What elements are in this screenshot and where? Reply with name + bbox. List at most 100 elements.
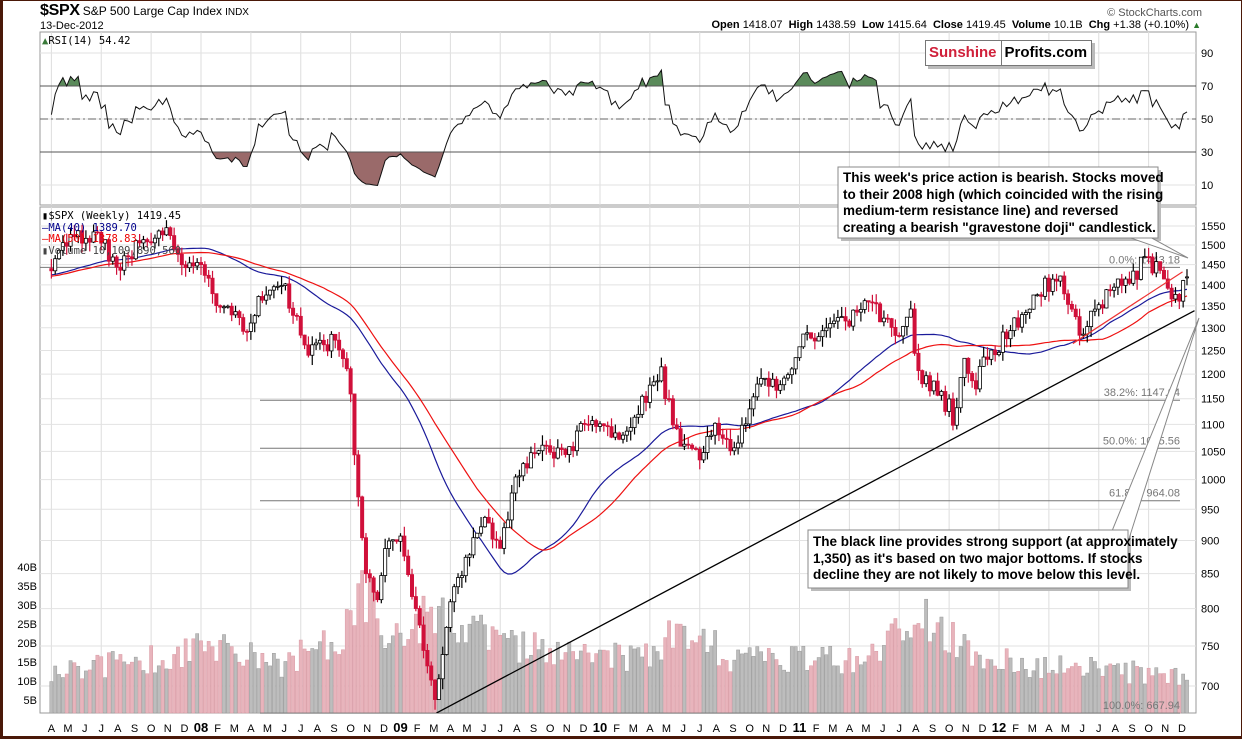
volume-bar [390,635,395,714]
candle-body [1050,278,1055,292]
candle [590,415,595,432]
x-axis-label: A [314,723,322,735]
candle-body [958,377,963,409]
price-tick-label: 950 [1201,504,1219,516]
candle [1169,283,1174,307]
candle [609,418,614,439]
price-tick-label: 1400 [1201,280,1225,292]
candle [126,252,131,267]
candle [528,446,533,469]
volume-bar [747,647,752,714]
volume-bar [233,653,238,714]
candle-body [617,432,622,440]
candle-body [248,322,253,332]
low-label: Low [861,19,884,31]
candle [206,269,211,287]
candle-body [878,303,883,323]
candle [947,394,952,417]
candle-body [1035,294,1040,297]
volume-bar [61,677,65,714]
candle-body [398,535,403,542]
x-axis-label: 09 [393,720,407,735]
x-axis-label: O [1144,723,1153,735]
candle [195,258,200,271]
candle-body [598,423,603,427]
volume-bar [605,650,610,714]
x-axis-label: F [613,723,620,735]
candle [1016,310,1021,331]
candle [759,368,764,387]
x-axis-label: D [779,723,787,735]
candle-body [1135,270,1140,280]
candle [440,646,445,690]
candle [582,419,587,432]
candle [732,441,737,456]
candle-body [755,383,760,398]
candle-body [260,296,265,301]
candle [736,435,741,455]
candle-body [214,293,219,307]
x-axis-label: M [1028,723,1037,735]
volume-bar [145,673,150,714]
volume-bar [862,661,867,714]
price-tick-label: 1250 [1201,345,1225,357]
candle-body [1119,278,1124,286]
volume-bar [1181,673,1186,714]
candle-body [774,378,779,391]
candle [53,255,58,275]
candle-body [129,256,134,260]
volume-bar [655,651,660,714]
candle-body [1039,294,1044,297]
volume-bar [195,633,200,714]
volume-bar [133,656,138,714]
volume-bar [839,673,844,714]
volume-bar [671,647,675,714]
candle [559,443,564,456]
open-label: Open [711,19,740,31]
rsi-line [50,68,1188,187]
candle [636,405,641,424]
volume-bar [540,639,545,714]
candle [429,661,434,686]
volume-bar [609,667,614,714]
candle-body [985,356,990,360]
candle-body [402,535,407,557]
fib-label: 38.2%: 1147.04 [1104,387,1180,399]
candle-body [229,305,234,316]
volume-bar [199,640,203,714]
candle-body [198,262,203,265]
volume-bar [648,666,652,714]
candle [513,474,518,501]
volume-bar [659,659,664,714]
candle [479,516,484,537]
rsi-tick-label: 70 [1201,81,1213,93]
candle-body [383,548,388,576]
volume-bar [84,670,88,714]
candle-body [87,237,92,243]
volume-bar [598,649,602,714]
volume-bar [555,641,560,714]
candle-body [632,416,637,428]
candle-body [1161,269,1166,280]
candle-body [739,424,744,444]
candle-body [1016,317,1021,328]
volume-bar [694,642,698,714]
x-axis-label: J [1079,723,1085,735]
candle [1173,287,1178,303]
candle [386,537,391,557]
volume-bar [682,625,687,714]
candle [931,380,936,395]
x-axis-label: J [481,723,487,735]
volume-bar [613,642,618,714]
candle-body [83,237,88,244]
x-axis-label: A [1112,723,1120,735]
candle-body [421,624,426,651]
candle-body [494,538,499,541]
volume-bar [674,623,679,714]
candle [678,421,683,447]
candle-body [452,586,457,603]
candle-body [536,450,541,454]
chg-label: Chg [1088,19,1111,31]
candle-body [1131,270,1136,284]
candle [237,309,242,326]
